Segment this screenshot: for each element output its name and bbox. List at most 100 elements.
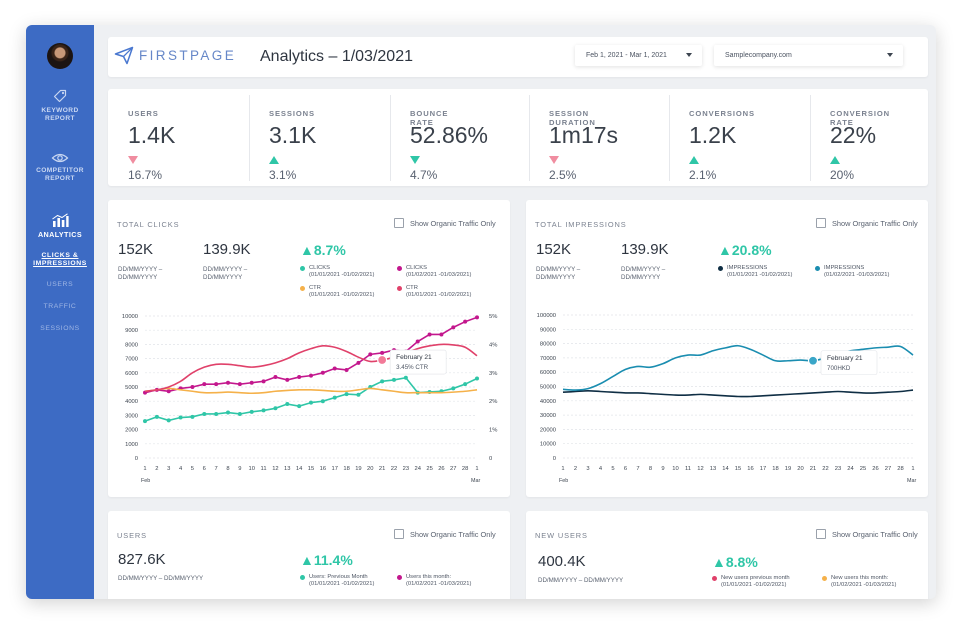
data-point[interactable] — [368, 352, 373, 357]
data-point[interactable] — [344, 392, 349, 397]
data-point[interactable] — [226, 380, 230, 385]
data-point[interactable] — [356, 360, 361, 365]
kpi-label: USERS — [128, 109, 159, 118]
sidebar-subitem-users[interactable]: USERS — [46, 281, 74, 288]
organic-traffic-checkbox[interactable]: Show Organic Traffic Only — [816, 529, 918, 539]
data-point[interactable] — [332, 366, 337, 371]
change-percent: ▲8.8% — [712, 554, 758, 570]
avatar[interactable] — [47, 43, 73, 69]
x-tick-label: 10 — [672, 466, 678, 472]
checkbox-box[interactable] — [816, 529, 826, 539]
data-point[interactable] — [427, 332, 432, 337]
data-point[interactable] — [356, 392, 361, 397]
sidebar-subitem-sessions[interactable]: SESSIONS — [40, 325, 80, 332]
data-point[interactable] — [237, 411, 242, 416]
chevron-down-icon — [686, 53, 692, 57]
organic-traffic-checkbox[interactable]: Show Organic Traffic Only — [816, 218, 918, 228]
data-point[interactable] — [166, 418, 171, 423]
data-point[interactable] — [237, 382, 242, 387]
data-point[interactable] — [380, 350, 385, 355]
current-value: 152K — [536, 241, 572, 258]
x-tick-label: 14 — [722, 466, 729, 472]
data-point[interactable] — [475, 315, 479, 320]
x-tick-label: 15 — [308, 466, 314, 472]
data-point[interactable] — [344, 367, 349, 372]
date-range-label: DD/MM/YYYY – DD/MM/YYYY — [621, 266, 666, 281]
users-panel: USERS Show Organic Traffic Only 827.6K ▲… — [108, 511, 510, 599]
y-tick-label: 50000 — [540, 385, 556, 391]
data-point[interactable] — [403, 375, 408, 380]
x-tick-label: 27 — [885, 466, 891, 472]
kpi-value: 1m17s — [549, 122, 619, 148]
chart-tooltip: February 21 700HKD — [820, 350, 878, 376]
data-point[interactable] — [190, 414, 195, 419]
data-point[interactable] — [463, 382, 468, 387]
data-point[interactable] — [190, 385, 195, 389]
sidebar-item-label: ANALYTICS — [37, 230, 83, 239]
data-point[interactable] — [320, 399, 325, 404]
data-point[interactable] — [309, 373, 313, 378]
data-point[interactable] — [154, 414, 159, 419]
site-select[interactable]: Samplecompany.com — [714, 45, 903, 66]
y-tick-label: 5000 — [125, 385, 138, 391]
data-point[interactable] — [273, 375, 278, 380]
data-point[interactable] — [463, 319, 468, 324]
y-tick-label: 8000 — [125, 342, 138, 348]
data-point[interactable] — [285, 402, 290, 407]
data-point[interactable] — [451, 325, 456, 330]
sidebar-subitem-traffic[interactable]: TRAFFIC — [43, 303, 77, 310]
x-tick-label: 23 — [835, 466, 841, 472]
data-point[interactable] — [439, 332, 444, 337]
sidebar-subitem-clicks-impressions[interactable]: CLICKS & IMPRESSIONS — [33, 252, 87, 267]
data-point[interactable] — [261, 379, 266, 384]
data-point[interactable] — [380, 379, 385, 384]
data-point[interactable] — [166, 389, 171, 394]
data-point[interactable] — [249, 409, 254, 414]
checkbox-box[interactable] — [816, 218, 826, 228]
data-point[interactable] — [202, 411, 207, 416]
data-point[interactable] — [261, 408, 266, 413]
hover-marker[interactable] — [807, 355, 819, 366]
data-point[interactable] — [214, 411, 219, 416]
eye-icon — [51, 153, 69, 163]
bar-chart-icon — [52, 213, 69, 227]
data-point[interactable] — [475, 376, 479, 381]
data-point[interactable] — [285, 377, 290, 382]
change-percent: ▲20.8% — [718, 242, 772, 258]
data-point[interactable] — [320, 370, 325, 375]
sidebar-item-keyword-report[interactable]: KEYWORD REPORT — [26, 88, 94, 123]
data-point[interactable] — [178, 415, 183, 420]
legend-label: New users previous month (01/01/2021 -01… — [721, 575, 790, 588]
data-point[interactable] — [143, 419, 147, 424]
x-group-label: Feb — [141, 478, 150, 484]
hover-marker[interactable] — [377, 354, 388, 366]
x-tick-label: 27 — [450, 466, 456, 472]
sidebar-item-analytics[interactable]: ANALYTICS — [26, 213, 94, 240]
data-point[interactable] — [249, 380, 254, 385]
series-line-0 — [562, 389, 914, 398]
checkbox-box[interactable] — [394, 218, 404, 228]
checkbox-box[interactable] — [394, 529, 404, 539]
page-title: Analytics – 1/03/2021 — [260, 48, 413, 65]
data-point[interactable] — [415, 339, 420, 344]
data-point[interactable] — [273, 406, 278, 411]
data-point[interactable] — [297, 404, 302, 409]
organic-traffic-checkbox[interactable]: Show Organic Traffic Only — [394, 529, 496, 539]
data-point[interactable] — [332, 395, 337, 400]
date-range-select[interactable]: Feb 1, 2021 - Mar 1, 2021 — [575, 45, 702, 66]
data-point[interactable] — [392, 377, 396, 382]
y2-tick-label: 3% — [489, 371, 497, 377]
arrow-down-icon — [549, 156, 559, 164]
x-tick-label: 28 — [462, 466, 468, 472]
data-point[interactable] — [451, 386, 456, 391]
data-point[interactable] — [297, 375, 302, 380]
x-tick-label: 22 — [822, 466, 828, 472]
data-point[interactable] — [226, 410, 230, 415]
divider — [529, 95, 530, 181]
data-point[interactable] — [214, 382, 219, 387]
chevron-down-icon — [887, 53, 893, 57]
data-point[interactable] — [309, 400, 313, 405]
organic-traffic-checkbox[interactable]: Show Organic Traffic Only — [394, 218, 496, 228]
data-point[interactable] — [202, 382, 207, 387]
sidebar-item-competitor-report[interactable]: COMPETITOR REPORT — [26, 152, 94, 183]
